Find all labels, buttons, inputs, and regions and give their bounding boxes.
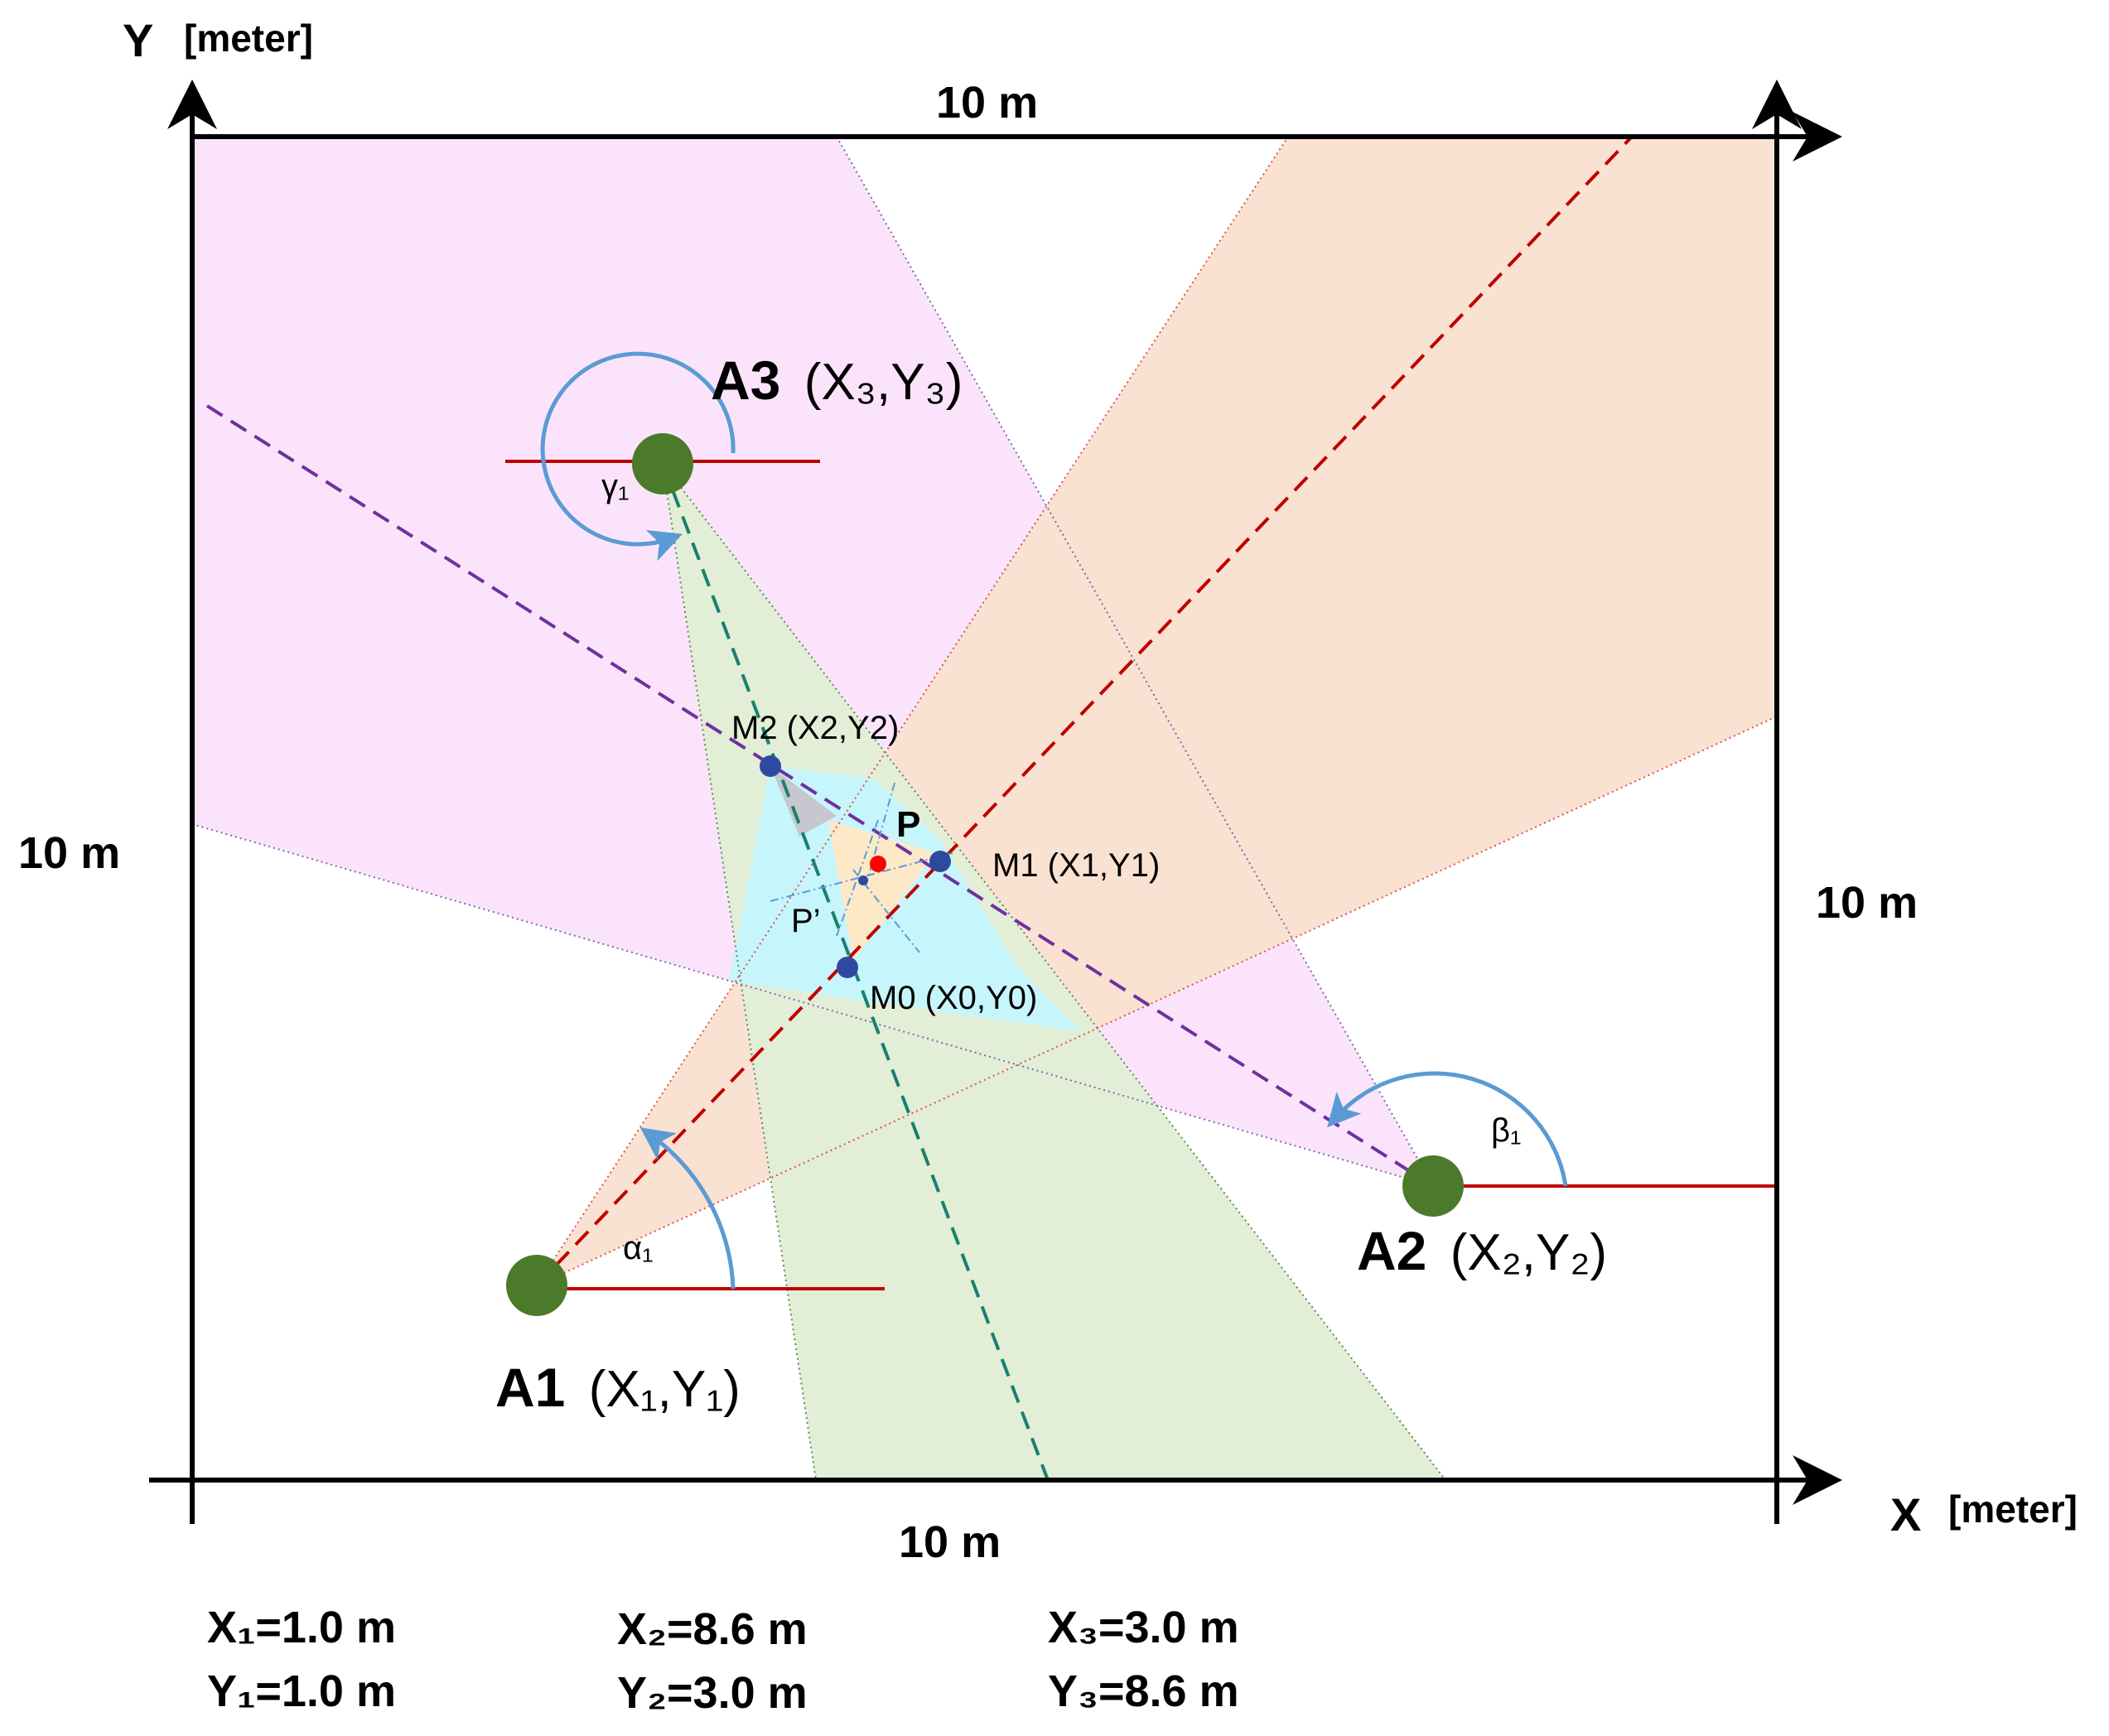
point-p-prime xyxy=(858,875,868,885)
x-axis-unit: [meter] xyxy=(1948,1488,2078,1531)
anchor-a1 xyxy=(506,1255,567,1316)
point-m2 xyxy=(760,755,781,777)
p-label: P xyxy=(896,804,920,845)
bearing-line-a2 xyxy=(205,404,1435,1188)
y-axis-label: Y xyxy=(123,14,153,66)
a3-label: A3 (X₃,Y₃) xyxy=(711,350,963,411)
sector-boundaries xyxy=(191,136,1778,1481)
a2-coord: (X₂,Y₂) xyxy=(1450,1224,1607,1281)
alpha-label: α₁ xyxy=(623,1230,654,1266)
right-dimension: 10 m xyxy=(1816,878,1918,928)
a3-coord: (X₃,Y₃) xyxy=(804,354,963,411)
m2-label: M2 (X2,Y2) xyxy=(731,710,899,746)
value-y3: Y₃=8.6 m xyxy=(1048,1666,1239,1716)
beta-arrow xyxy=(1327,1071,1568,1187)
value-y1: Y₁=1.0 m xyxy=(207,1666,396,1716)
value-y2: Y₂=3.0 m xyxy=(617,1668,808,1718)
point-p xyxy=(870,856,886,872)
x-axis-label: X xyxy=(1890,1488,1921,1541)
p-prime-label: P’ xyxy=(791,903,821,939)
m1-label: M1 (X1,Y1) xyxy=(992,847,1160,884)
measurement-points xyxy=(760,755,951,978)
gray-triangle xyxy=(770,766,837,837)
angle-arrows xyxy=(540,351,1568,1290)
point-m1 xyxy=(929,851,951,872)
top-dimension: 10 m xyxy=(936,78,1038,128)
anchor-a3 xyxy=(632,433,693,494)
bottom-dimension: 10 m xyxy=(899,1517,1001,1567)
coordinate-values: X₁=1.0 m Y₁=1.0 m X₂=8.6 m Y₂=3.0 m X₃=3… xyxy=(207,1603,1239,1718)
a1-name: A1 xyxy=(495,1357,565,1418)
m0-label: M0 (X0,Y0) xyxy=(870,980,1037,1016)
axis-labels: Y [meter] X [meter] 10 m 10 m 10 m 10 m xyxy=(18,14,2078,1567)
left-dimension: 10 m xyxy=(18,828,120,878)
point-labels: M2 (X2,Y2) M1 (X1,Y1) M0 (X0,Y0) P P’ xyxy=(731,710,1160,1016)
a2-label: A2 (X₂,Y₂) xyxy=(1357,1220,1607,1281)
gamma-label: γ₁ xyxy=(601,468,630,504)
cyan-overlap xyxy=(729,766,1081,1031)
a1-label: A1 (X₁,Y₁) xyxy=(495,1357,741,1418)
value-x2: X₂=8.6 m xyxy=(617,1604,808,1654)
a1-coord: (X₁,Y₁) xyxy=(589,1361,741,1418)
anchor-a2 xyxy=(1402,1155,1464,1217)
anchor-labels: A3 (X₃,Y₃) A1 (X₁,Y₁) A2 (X₂,Y₂) α₁ β₁ γ… xyxy=(495,350,1607,1418)
point-m0 xyxy=(837,957,858,978)
value-x1: X₁=1.0 m xyxy=(207,1603,396,1652)
axes xyxy=(149,80,1842,1524)
a3-name: A3 xyxy=(711,350,780,411)
gamma-arrow xyxy=(540,351,736,562)
value-x3: X₃=3.0 m xyxy=(1048,1603,1239,1652)
yellow-triangle xyxy=(828,820,936,961)
anchors xyxy=(506,433,1464,1316)
a2-name: A2 xyxy=(1357,1220,1426,1281)
alpha-arrow xyxy=(639,1127,736,1290)
bearing-line-a1 xyxy=(535,135,1634,1287)
y-axis-unit: [meter] xyxy=(184,17,313,60)
beta-label: β₁ xyxy=(1491,1112,1522,1149)
